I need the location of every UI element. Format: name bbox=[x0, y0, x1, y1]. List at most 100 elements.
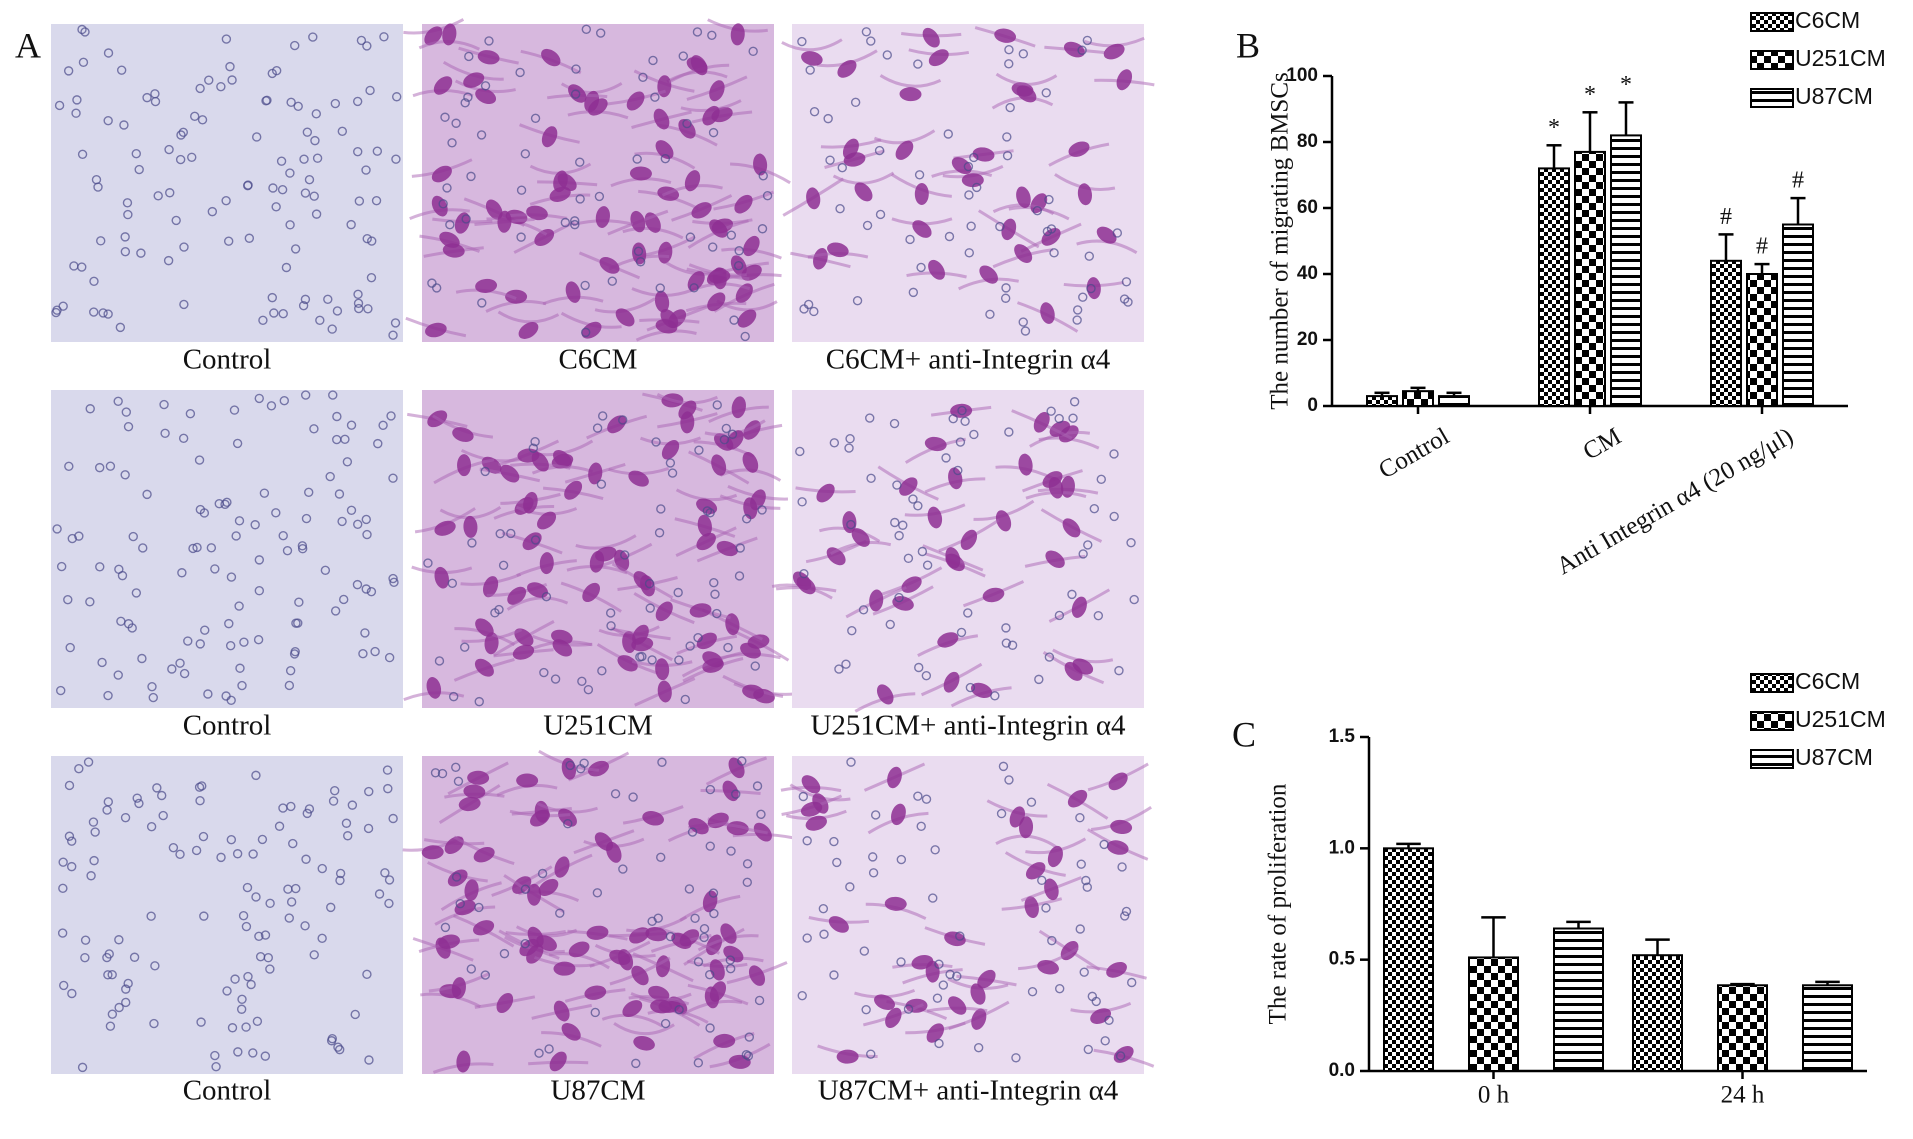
pore bbox=[342, 457, 353, 467]
pore bbox=[105, 461, 116, 471]
pore bbox=[340, 434, 350, 444]
pore bbox=[89, 276, 99, 287]
pore bbox=[692, 27, 703, 37]
pore bbox=[431, 283, 442, 293]
pore bbox=[1121, 277, 1132, 287]
cell-nucleus bbox=[927, 506, 943, 529]
significance-marker: * bbox=[1620, 72, 1632, 98]
pore bbox=[183, 636, 193, 646]
pore bbox=[195, 639, 205, 649]
cell-nucleus bbox=[424, 26, 443, 46]
pore bbox=[742, 877, 752, 888]
pore bbox=[708, 242, 718, 252]
pore bbox=[178, 127, 189, 137]
pore bbox=[797, 497, 807, 507]
pore bbox=[266, 401, 277, 411]
pore bbox=[254, 393, 264, 404]
pore bbox=[134, 798, 144, 809]
pore bbox=[921, 794, 932, 804]
pore bbox=[434, 656, 445, 666]
cell-nucleus bbox=[899, 87, 922, 102]
pore bbox=[1044, 652, 1055, 662]
pore bbox=[195, 796, 205, 806]
pore bbox=[898, 520, 908, 530]
pore bbox=[146, 821, 157, 832]
pore bbox=[309, 191, 319, 201]
cell-nucleus bbox=[928, 49, 949, 67]
cell-nucleus bbox=[538, 878, 559, 897]
cell-nucleus bbox=[447, 869, 468, 887]
pore bbox=[341, 818, 352, 828]
pore bbox=[1086, 283, 1096, 294]
pore bbox=[583, 684, 594, 695]
pore bbox=[204, 75, 214, 85]
pore bbox=[132, 793, 142, 803]
cell-nucleus bbox=[1106, 961, 1127, 978]
pore bbox=[892, 480, 902, 490]
pore bbox=[120, 470, 130, 480]
pore bbox=[719, 434, 730, 445]
pore bbox=[690, 913, 700, 923]
cell-nucleus bbox=[828, 916, 849, 933]
pore bbox=[72, 95, 82, 105]
pore bbox=[235, 663, 245, 673]
pore bbox=[230, 974, 240, 984]
pore bbox=[304, 175, 315, 185]
pore bbox=[803, 299, 814, 310]
cell-fiber bbox=[781, 38, 843, 52]
cell-nucleus bbox=[716, 540, 738, 557]
pore bbox=[534, 1048, 544, 1058]
micrograph-caption: U87CM bbox=[550, 1075, 645, 1107]
pore bbox=[834, 664, 844, 674]
pore bbox=[1127, 977, 1137, 988]
pore bbox=[297, 544, 308, 554]
pore bbox=[903, 553, 914, 564]
pore bbox=[226, 572, 237, 582]
cell-nucleus bbox=[748, 965, 766, 986]
pore bbox=[379, 32, 389, 42]
pore bbox=[227, 75, 237, 85]
pore bbox=[258, 315, 268, 325]
micrograph-caption: U251CM+ anti-Integrin α4 bbox=[810, 710, 1126, 742]
cell-nucleus bbox=[564, 480, 583, 500]
cell-nucleus bbox=[516, 773, 539, 788]
pore bbox=[137, 653, 147, 664]
pore bbox=[896, 957, 906, 967]
pore bbox=[195, 83, 205, 94]
pore bbox=[95, 562, 105, 572]
pore bbox=[565, 760, 575, 771]
pore bbox=[921, 670, 932, 681]
cell-nucleus bbox=[709, 80, 725, 102]
pore bbox=[725, 955, 736, 965]
pore bbox=[632, 154, 642, 164]
pore bbox=[870, 810, 881, 820]
pore bbox=[1084, 251, 1094, 261]
cell-nucleus bbox=[530, 809, 550, 827]
pore bbox=[335, 875, 345, 886]
pore bbox=[86, 871, 96, 881]
pore bbox=[654, 528, 665, 538]
pore bbox=[302, 127, 313, 137]
pore bbox=[752, 781, 763, 791]
pore bbox=[451, 872, 462, 882]
pore bbox=[300, 188, 311, 198]
pore bbox=[364, 1055, 374, 1065]
pore bbox=[660, 1018, 671, 1029]
pore bbox=[440, 922, 451, 933]
y-tick-label: 20 bbox=[1297, 329, 1318, 350]
pore bbox=[284, 680, 295, 691]
cell-nucleus bbox=[696, 532, 716, 551]
pore bbox=[964, 190, 974, 200]
cell-nucleus bbox=[731, 396, 746, 419]
pore bbox=[955, 931, 965, 941]
pore bbox=[460, 98, 470, 108]
pore bbox=[451, 762, 461, 773]
pore bbox=[67, 836, 77, 846]
pore bbox=[207, 206, 218, 217]
cell-nucleus bbox=[442, 23, 457, 46]
cell-nucleus bbox=[650, 999, 673, 1014]
pore bbox=[1121, 906, 1132, 917]
pore bbox=[290, 40, 300, 51]
legend-label: C6CM bbox=[1795, 668, 1860, 694]
pore bbox=[328, 796, 339, 806]
